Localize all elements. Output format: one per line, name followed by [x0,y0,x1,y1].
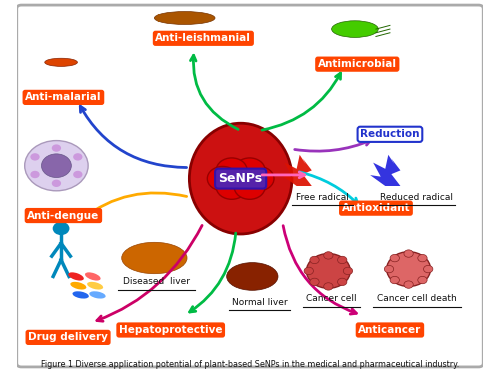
Circle shape [424,265,433,273]
Circle shape [418,254,427,262]
Circle shape [304,267,314,275]
Polygon shape [370,155,400,186]
Ellipse shape [85,272,100,280]
Circle shape [234,175,265,199]
Text: Cancer cell death: Cancer cell death [377,294,457,303]
Circle shape [310,278,319,286]
Circle shape [404,281,413,288]
Text: Drug delivery: Drug delivery [28,332,108,342]
Circle shape [30,171,40,178]
Circle shape [306,254,350,288]
Ellipse shape [226,263,278,290]
Text: SeNPs: SeNPs [218,172,262,185]
Circle shape [52,144,61,152]
Text: Anti-dengue: Anti-dengue [28,211,100,221]
Ellipse shape [190,123,292,234]
Circle shape [384,265,394,273]
Text: Cancer cell: Cancer cell [306,294,357,303]
Circle shape [418,276,427,284]
Ellipse shape [90,291,106,299]
Text: Diseased  liver: Diseased liver [123,278,190,286]
Text: Figure 1 Diverse application potential of plant-based SeNPs in the medical and p: Figure 1 Diverse application potential o… [41,360,459,369]
Circle shape [310,256,319,264]
Circle shape [52,180,61,187]
Text: Antioxidant: Antioxidant [342,203,410,213]
Text: Anti-malarial: Anti-malarial [25,92,102,102]
Circle shape [234,158,265,182]
Ellipse shape [70,282,86,289]
Ellipse shape [332,21,378,38]
Ellipse shape [87,282,103,289]
Circle shape [344,267,352,275]
Ellipse shape [72,291,89,299]
Polygon shape [282,155,312,186]
Text: Reduction: Reduction [360,129,420,139]
Circle shape [30,153,40,161]
Circle shape [324,283,333,290]
Text: Hepatoprotective: Hepatoprotective [119,325,222,335]
Ellipse shape [154,12,215,25]
Circle shape [338,256,347,264]
Circle shape [216,175,247,199]
Circle shape [208,166,238,191]
Ellipse shape [45,58,78,66]
Circle shape [52,222,70,235]
Circle shape [390,276,400,284]
Circle shape [73,171,83,178]
FancyBboxPatch shape [17,5,483,367]
Text: Normal liver: Normal liver [232,298,287,307]
Text: Free radical: Free radical [296,193,348,202]
Ellipse shape [68,272,84,280]
Circle shape [216,158,247,182]
Circle shape [24,141,88,191]
Circle shape [404,250,413,257]
Text: Antimicrobial: Antimicrobial [318,59,397,69]
Text: Anticancer: Anticancer [358,325,422,335]
Circle shape [324,252,333,259]
Text: Anti-leishmanial: Anti-leishmanial [156,33,252,43]
Ellipse shape [122,242,187,274]
Circle shape [386,252,430,286]
Circle shape [243,166,274,191]
Text: Reduced radical: Reduced radical [380,193,454,202]
Circle shape [390,254,400,262]
Circle shape [42,154,72,177]
Circle shape [338,278,347,286]
Circle shape [73,153,83,161]
